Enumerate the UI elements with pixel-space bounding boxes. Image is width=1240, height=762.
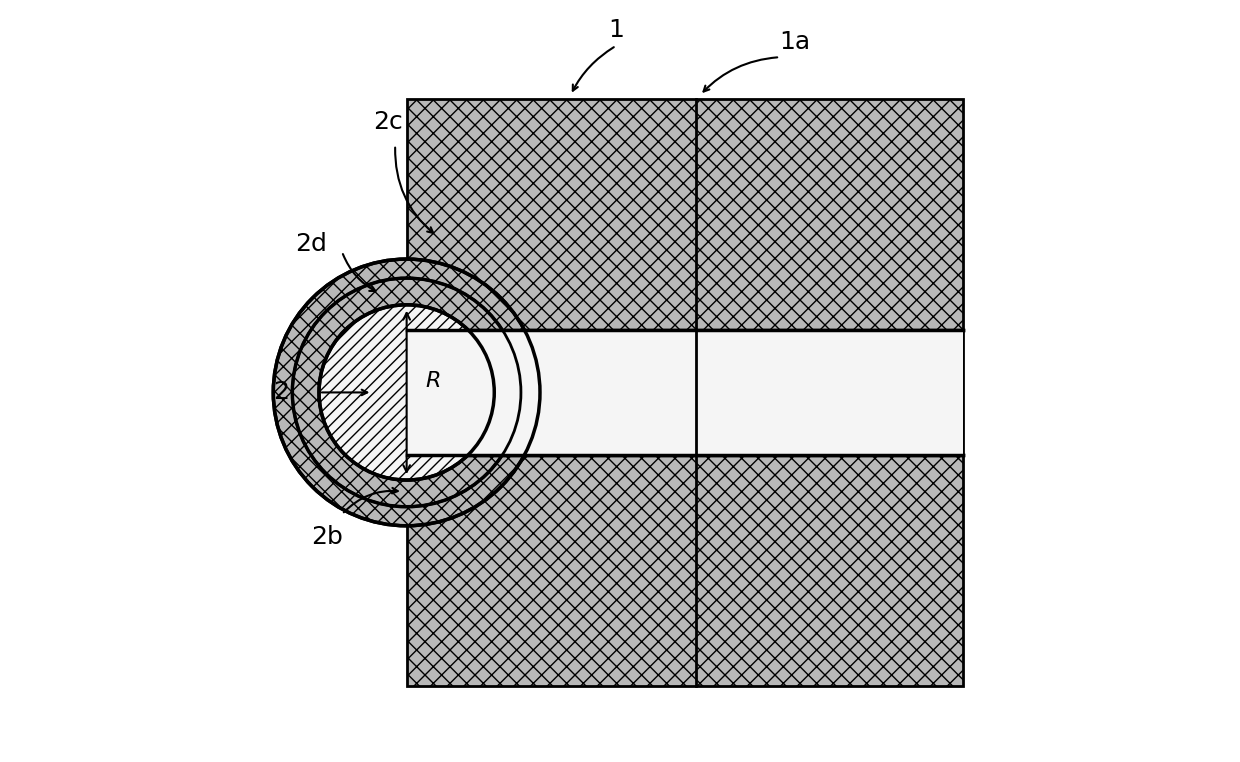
Circle shape — [293, 278, 521, 507]
Text: 2b: 2b — [311, 525, 342, 549]
Text: 2: 2 — [273, 380, 289, 405]
Text: 1a: 1a — [780, 30, 811, 54]
Bar — [407, 329, 963, 456]
Bar — [407, 99, 963, 686]
Text: 2d: 2d — [295, 232, 327, 256]
Text: R: R — [425, 371, 441, 391]
Circle shape — [319, 305, 495, 480]
Text: 1: 1 — [609, 18, 624, 43]
Circle shape — [273, 259, 539, 526]
Text: 2c: 2c — [373, 110, 403, 134]
Bar — [407, 329, 963, 456]
